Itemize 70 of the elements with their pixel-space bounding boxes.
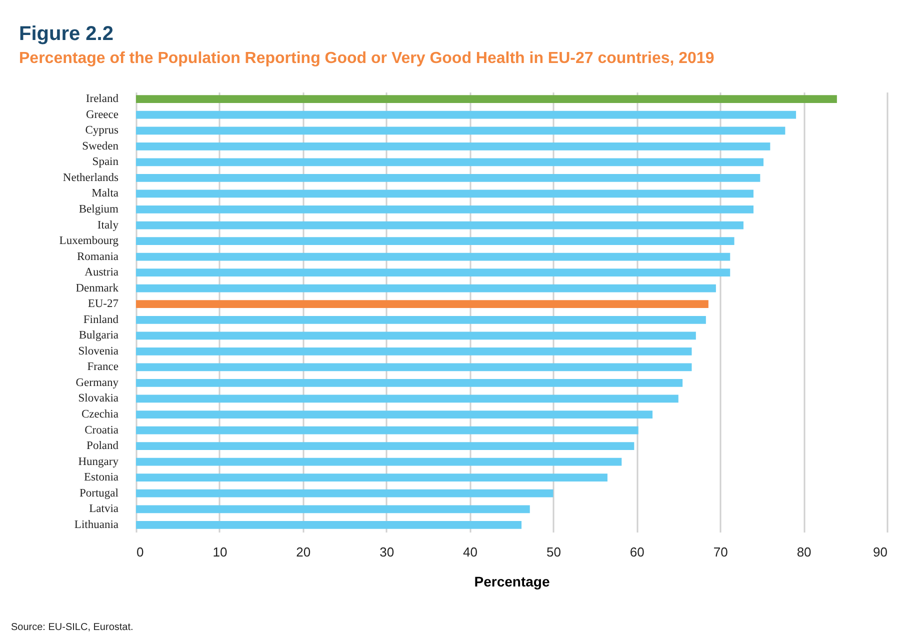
bar	[136, 520, 522, 529]
y-tick-label: Sweden	[82, 140, 119, 152]
y-tick-label: Finland	[83, 314, 119, 326]
y-tick-label: Croatia	[84, 424, 118, 436]
bar	[136, 505, 530, 514]
bar	[136, 316, 706, 324]
x-axis-title: Percentage	[474, 574, 550, 590]
y-tick-label: Poland	[86, 440, 119, 452]
bar	[136, 442, 634, 450]
bar	[136, 363, 692, 372]
bar	[136, 95, 837, 104]
y-tick-label: Cyprus	[85, 124, 120, 137]
bar	[136, 347, 692, 356]
bar	[136, 300, 708, 308]
bar	[136, 332, 696, 340]
y-tick-label: Spain	[92, 156, 119, 168]
y-tick-label: EU-27	[88, 298, 119, 310]
y-tick-label: Czechia	[81, 408, 118, 421]
bar	[136, 426, 638, 434]
y-tick-label: Malta	[92, 188, 118, 200]
bar	[136, 190, 754, 198]
y-tick-label: France	[87, 361, 118, 374]
y-tick-label: Lithuania	[74, 518, 118, 531]
source-note: Source: EU-SILC, Eurostat.	[11, 622, 134, 633]
x-tick-label: 40	[463, 544, 478, 560]
y-tick-label: Slovakia	[78, 392, 118, 405]
y-tick-label: Italy	[97, 219, 119, 232]
bar	[136, 252, 730, 261]
x-tick-label: 30	[380, 544, 394, 560]
y-tick-label: Austria	[84, 266, 118, 279]
bar	[136, 379, 683, 387]
y-tick-label: Hungary	[78, 456, 119, 468]
bar	[136, 284, 716, 292]
y-tick-label: Estonia	[84, 472, 118, 484]
bar	[136, 474, 608, 482]
bar	[136, 458, 622, 466]
x-tick-label: 10	[212, 544, 228, 560]
x-tick-label: 70	[713, 544, 728, 560]
y-tick-label: Denmark	[76, 282, 119, 294]
bar	[136, 394, 678, 403]
y-tick-label: Germany	[76, 376, 119, 389]
bar	[136, 489, 554, 498]
bar	[136, 268, 730, 277]
x-tick-label: 0	[136, 544, 144, 560]
chart-title: Figure 2.2	[19, 23, 114, 45]
y-tick-label: Latvia	[89, 503, 118, 516]
bar	[136, 174, 760, 182]
y-tick-label: Netherlands	[62, 172, 120, 184]
bar	[136, 206, 754, 214]
y-tick-label: Portugal	[80, 487, 118, 500]
y-tick-label: Slovenia	[78, 345, 118, 358]
y-tick-label: Ireland	[86, 93, 119, 106]
y-tick-label: Greece	[86, 108, 118, 121]
bar	[136, 221, 744, 230]
bar	[136, 158, 764, 166]
x-tick-label: 50	[546, 544, 561, 560]
y-tick-label: Romania	[76, 250, 118, 263]
x-tick-label: 80	[796, 544, 812, 560]
x-tick-label: 20	[296, 544, 311, 560]
bar	[136, 126, 786, 135]
bar	[136, 410, 653, 418]
y-tick-label: Bulgaria	[78, 330, 118, 342]
chart-subtitle: Percentage of the Population Reporting Good or Very Good Health in EU-27 countries, 2019	[19, 50, 714, 67]
bar	[136, 142, 770, 150]
x-tick-label: 90	[873, 544, 888, 560]
x-tick-label: 60	[630, 544, 644, 560]
bar	[136, 237, 734, 245]
bar	[136, 110, 796, 119]
y-tick-label: Belgium	[78, 203, 119, 216]
y-tick-label: Luxembourg	[59, 235, 119, 248]
